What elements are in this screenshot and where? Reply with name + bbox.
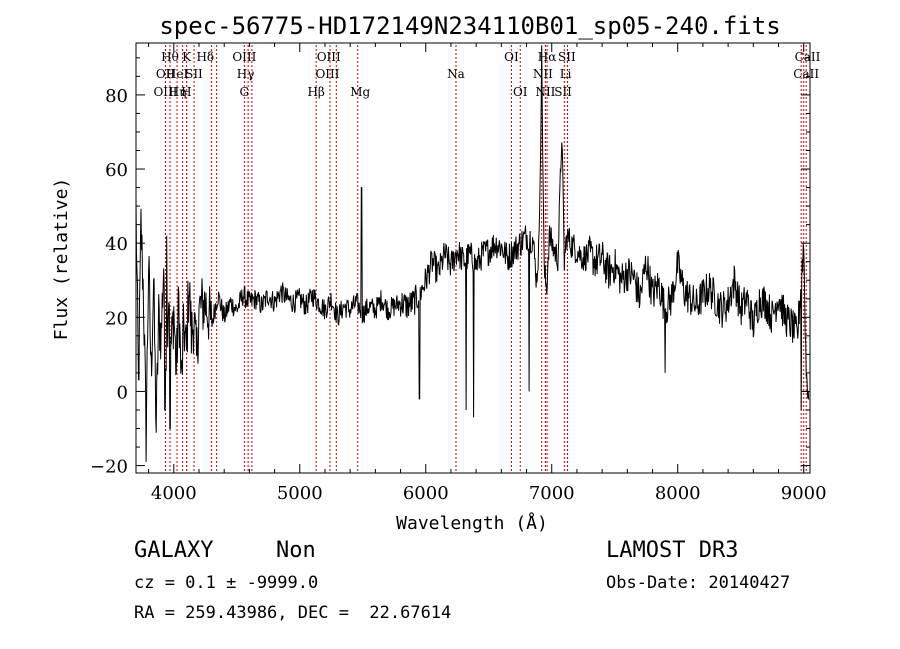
plot-frame xyxy=(135,42,811,474)
x-axis: 4000 5000 6000 7000 8000 9000 xyxy=(148,43,827,504)
chart-title: spec-56775-HD172149N234110B01_sp05-240.f… xyxy=(159,12,780,40)
y-axis-label: Flux (relative) xyxy=(51,178,72,341)
line-label-7: SII xyxy=(185,67,203,81)
x-tick-label-5: 9000 xyxy=(781,483,827,504)
line-label-10: Hγ xyxy=(237,67,255,81)
line-label-16: Na xyxy=(447,67,465,81)
x-tick-label-4: 8000 xyxy=(655,483,701,504)
y-tick-label-3: 40 xyxy=(105,234,128,255)
line-label-21: NII xyxy=(535,85,555,99)
line-label-25: CaII xyxy=(795,50,821,64)
line-label-15: Mg xyxy=(350,85,370,99)
line-label-12: OIII xyxy=(317,50,341,64)
object-class: GALAXY xyxy=(134,538,214,563)
line-labels: OII OIII Hθ HeI Hη K H SII Hδ OIII Hγ G OIII OIII Hβ Mg… xyxy=(153,50,820,99)
y-tick-label-0: −20 xyxy=(90,457,128,478)
line-label-0: OII xyxy=(156,67,176,81)
spectrum-series xyxy=(135,46,810,462)
object-subclass: Non xyxy=(276,538,316,563)
line-label-5: K xyxy=(182,50,192,64)
y-axis: −20 0 20 40 60 80 xyxy=(90,57,810,478)
line-label-1: OIII xyxy=(153,85,177,99)
radec-text: RA = 259.43986, DEC = 22.67614 xyxy=(134,603,452,623)
line-label-4: Hη xyxy=(169,85,187,99)
y-tick-label-4: 60 xyxy=(105,160,128,181)
spectrum-line xyxy=(135,46,810,462)
line-label-14: Hβ xyxy=(307,85,324,99)
line-label-11: G xyxy=(240,85,250,99)
line-label-22: SII xyxy=(558,50,576,64)
x-tick-label-1: 5000 xyxy=(277,483,323,504)
y-tick-label-1: 0 xyxy=(117,382,128,403)
line-label-23: Li xyxy=(560,67,572,81)
line-markers xyxy=(164,45,807,473)
survey-name: LAMOST DR3 xyxy=(606,538,739,563)
redshift-text: cz = 0.1 ± -9999.0 xyxy=(134,573,319,593)
line-label-17: OI xyxy=(504,50,519,64)
x-axis-label: Wavelength (Å) xyxy=(396,512,548,534)
x-tick-label-3: 7000 xyxy=(529,483,575,504)
line-label-9: OIII xyxy=(232,50,256,64)
line-label-18: OI xyxy=(513,85,528,99)
line-label-6: H xyxy=(181,85,191,99)
y-tick-label-2: 20 xyxy=(105,308,128,329)
obs-date: Obs-Date: 20140427 xyxy=(606,573,791,593)
line-label-8: Hδ xyxy=(196,50,214,64)
x-tick-label-0: 4000 xyxy=(151,483,197,504)
line-label-3: HeI xyxy=(166,67,189,81)
line-label-2: Hθ xyxy=(161,50,179,64)
line-label-20: NII xyxy=(533,67,553,81)
y-tick-label-5: 80 xyxy=(105,86,128,107)
x-tick-label-2: 6000 xyxy=(403,483,449,504)
line-label-24: SII xyxy=(554,85,572,99)
line-label-13: OIII xyxy=(315,67,339,81)
line-label-19: Hα xyxy=(538,50,557,64)
line-label-26: CaII xyxy=(793,67,819,81)
